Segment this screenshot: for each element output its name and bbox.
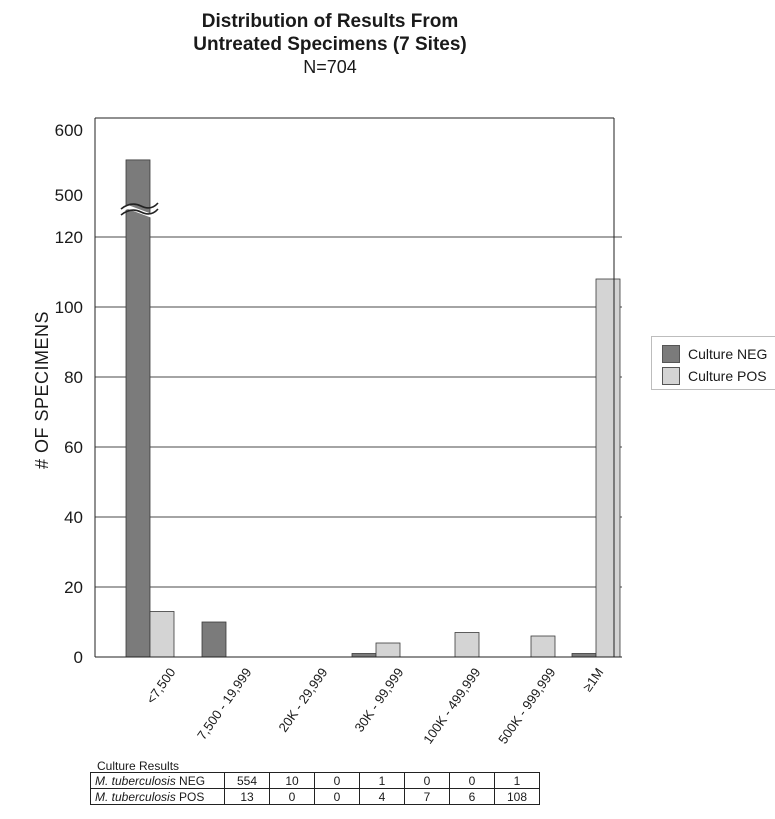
bar-culture-neg [201,621,227,658]
table-cell: 1 [359,772,405,789]
bar-chart: 500 600 0 20 40 60 80 100 120 <7,500 7,500 - 19,9… [32,117,622,747]
grid-lines [95,236,622,588]
bar-culture-pos [454,632,480,658]
plot-frame [94,117,622,658]
organism-name: M. tuberculosis [95,789,176,804]
y-tick-label: 80 [64,368,83,387]
table-cell: 0 [269,788,315,805]
x-tick-label: 7,500 - 19,999 [194,665,254,742]
table-row-neg: M. tuberculosis NEG 554 10 0 1 0 0 1 [90,772,540,789]
table-cell: 10 [269,772,315,789]
y-tick-label: 500 [55,186,83,205]
table-cell: 1 [494,772,540,789]
legend-label-neg: Culture NEG [688,346,768,362]
table-cell: 0 [314,772,360,789]
table-cell: 7 [404,788,450,805]
table-row-pos: M. tuberculosis POS 13 0 0 4 7 6 108 [90,788,540,805]
row-header-pos: M. tuberculosis POS [90,788,225,805]
table-cell: 108 [494,788,540,805]
table-caption: Culture Results [97,759,180,773]
table-cell: 0 [314,788,360,805]
culture-status: NEG [175,773,206,788]
organism-name: M. tuberculosis [95,773,176,788]
legend-label-pos: Culture POS [688,368,767,384]
y-tick-label: 600 [55,121,83,140]
bar-culture-neg [125,159,151,658]
bar-culture-pos [530,635,556,658]
legend-swatch-neg [662,345,680,363]
y-tick-label: 20 [64,578,83,597]
y-tick-label: 40 [64,508,83,527]
title-sample-size: N=704 [303,57,357,77]
bar-culture-pos [149,611,175,658]
legend-item-pos: Culture POS [662,367,767,385]
table-cell: 0 [449,772,495,789]
row-header-neg: M. tuberculosis NEG [90,772,225,789]
bar-culture-pos [595,278,621,658]
table-cell: 0 [404,772,450,789]
x-tick-label: <7,500 [143,665,178,706]
legend: Culture NEG Culture POS [651,336,775,390]
bar-culture-pos [375,642,401,658]
x-tick-label: 30K - 99,999 [351,665,406,735]
bar-culture-neg [571,653,597,658]
axis-break-mark [118,202,160,218]
culture-status: POS [175,789,205,804]
x-tick-label: 500K - 999,999 [495,665,558,746]
y-tick-label: 120 [55,228,83,247]
y-tick-label: 60 [64,438,83,457]
bar-culture-neg [351,653,377,658]
x-tick-label: 100K - 499,999 [420,665,483,746]
chart-title: Distribution of Results From Untreated S… [0,10,660,78]
table-cell: 554 [224,772,270,789]
title-line-2: Untreated Specimens (7 Sites) [193,34,467,55]
x-tick-label: 20K - 29,999 [275,665,330,735]
legend-swatch-pos [662,367,680,385]
x-tick-label: ≥1M [580,665,607,694]
y-tick-label: 0 [74,648,83,667]
y-tick-labels: 500 600 0 20 40 60 80 100 120 [55,121,83,667]
table-cell: 4 [359,788,405,805]
y-axis-title: # OF SPECIMENS [32,311,52,469]
legend-item-neg: Culture NEG [662,345,767,363]
x-tick-labels: <7,500 7,500 - 19,999 20K - 29,999 30K - 99… [143,665,606,746]
bars [118,159,621,658]
y-tick-label: 100 [55,298,83,317]
title-line-1: Distribution of Results From [201,11,459,32]
results-table: M. tuberculosis NEG 554 10 0 1 0 0 1 M. … [90,772,540,805]
table-cell: 6 [449,788,495,805]
table-cell: 13 [224,788,270,805]
